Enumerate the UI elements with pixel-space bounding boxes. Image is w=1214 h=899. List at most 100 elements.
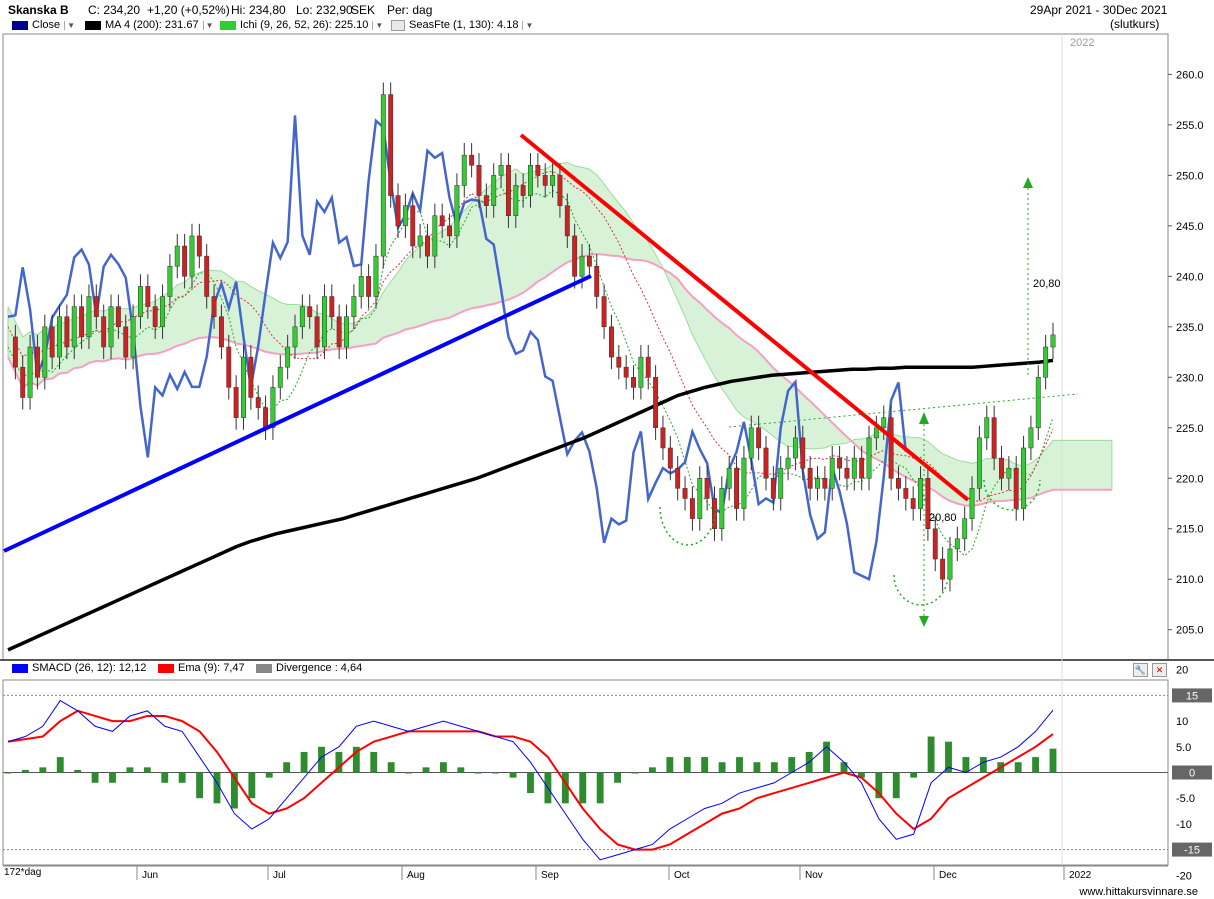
candle [528, 165, 533, 196]
candle [71, 306, 77, 348]
chart-header: Skanska B C: 234,20 +1,20 (+0,52%) Hi: 2… [0, 0, 1214, 34]
candle [432, 215, 438, 257]
candle [233, 387, 239, 418]
candle [535, 165, 541, 176]
candle [299, 306, 305, 328]
candle [373, 255, 379, 297]
candle [57, 316, 62, 358]
ref-value-box [1172, 765, 1212, 780]
divergence-bar [770, 762, 778, 773]
legend-ichi-label: Ichi (9, 26, 52, 26): 225.10 [240, 19, 369, 31]
candle [476, 165, 482, 196]
candle [660, 427, 666, 449]
tenkan-line [7, 186, 1054, 557]
candle [910, 498, 916, 509]
chevron-down-icon[interactable]: ▼ [372, 20, 383, 30]
candle [1035, 377, 1041, 429]
ref-value-box [1172, 842, 1212, 857]
candle [483, 195, 489, 206]
y-tick-label: 215.0 [1176, 524, 1204, 536]
legend-close[interactable]: Close ▼ [12, 19, 75, 31]
candle [837, 457, 843, 469]
candle [954, 538, 960, 550]
y-tick-label: 260.0 [1176, 69, 1204, 81]
divergence-bar [492, 772, 500, 774]
ref-value-label: 0 [1189, 768, 1195, 780]
high-value: Hi: 234,80 [231, 3, 286, 17]
legend-ichi[interactable]: Ichi (9, 26, 52, 26): 225.10 ▼ [220, 19, 383, 31]
candle [682, 488, 688, 499]
kijun-line [7, 170, 1054, 503]
candle [785, 457, 791, 469]
candle [27, 346, 33, 398]
divergence-bar [1049, 748, 1057, 773]
candle [12, 336, 18, 368]
period: Per: dag [387, 3, 433, 17]
candle [469, 154, 475, 166]
candle [756, 427, 762, 449]
period-label: 172*dag [4, 867, 42, 878]
candle [1043, 346, 1049, 378]
chevron-down-icon[interactable]: ▼ [522, 20, 533, 30]
candle [439, 215, 445, 227]
candle [454, 185, 460, 237]
candle [42, 326, 48, 378]
candle [64, 316, 70, 348]
candle [1006, 467, 1012, 479]
close-swatch [12, 20, 28, 30]
divergence-bar [875, 772, 883, 799]
price-type: (slutkurs) [1110, 17, 1160, 31]
divergence-bar [857, 772, 865, 778]
candle [579, 255, 585, 277]
divergence-bar [109, 772, 116, 783]
candle [807, 467, 813, 489]
divergence-bar [178, 772, 186, 783]
divergence-bar [648, 767, 656, 773]
candle [586, 255, 592, 267]
close-value: C: 234,20 [88, 3, 141, 17]
legend-seasonal[interactable]: SeasFte (1, 130): 4.18 ▼ [391, 19, 533, 31]
close-icon[interactable]: ✕ [1152, 663, 1167, 677]
smacd-line [7, 699, 1054, 861]
divergence-bar [701, 757, 709, 773]
candle [115, 306, 121, 328]
x-tick-label: Oct [674, 870, 690, 881]
divergence-bar [143, 767, 151, 773]
divergence-bar [474, 772, 482, 774]
candle [344, 316, 349, 348]
candle [1050, 334, 1056, 348]
candle [204, 255, 210, 297]
legend-ema[interactable]: Ema (9): 7,47 [158, 662, 245, 674]
candle [263, 407, 269, 429]
legend-divergence[interactable]: Divergence : 4,64 [256, 662, 362, 674]
candle [653, 377, 659, 429]
candle [748, 427, 754, 459]
candle [925, 478, 931, 529]
ema-line [7, 709, 1054, 851]
candle [329, 296, 335, 317]
divergence-bar [161, 772, 169, 783]
macd-tick-label: 20 [1176, 665, 1188, 677]
candle [255, 397, 261, 408]
candle [881, 417, 887, 429]
candle [101, 316, 107, 348]
y-tick-label: 245.0 [1176, 221, 1204, 233]
date-range: 29Apr 2021 - 30Dec 2021 [1030, 3, 1168, 17]
candle [498, 165, 504, 176]
chevron-down-icon[interactable]: ▼ [64, 20, 75, 30]
candle [49, 326, 55, 358]
candle [461, 154, 467, 186]
candle [557, 175, 563, 206]
legend-smacd[interactable]: SMACD (26, 12): 12,12 [12, 662, 146, 674]
settings-icon[interactable]: 🔧 [1133, 663, 1148, 677]
ref-value-box [1172, 688, 1212, 703]
candle [815, 478, 820, 489]
legend-ma[interactable]: MA 4 (200): 231.67 ▼ [85, 19, 213, 31]
candle [616, 356, 622, 368]
candle [991, 417, 997, 459]
chevron-down-icon[interactable]: ▼ [202, 20, 213, 30]
ma200-line [7, 358, 1054, 652]
ichi-swatch [220, 20, 236, 30]
divergence-bar [196, 772, 204, 799]
